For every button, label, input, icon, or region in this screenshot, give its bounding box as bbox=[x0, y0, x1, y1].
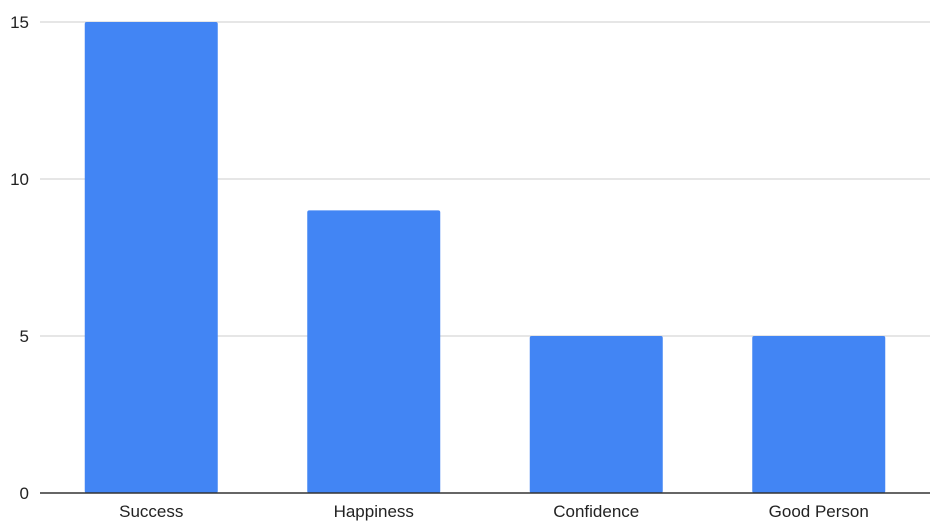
bar-good-person bbox=[752, 336, 886, 493]
bar-success bbox=[84, 22, 218, 493]
y-tick-label: 15 bbox=[10, 13, 29, 32]
y-tick-label: 10 bbox=[10, 170, 29, 189]
y-tick-label: 5 bbox=[20, 327, 29, 346]
bars bbox=[84, 22, 886, 493]
x-tick-label: Good Person bbox=[769, 502, 869, 521]
y-tick-label: 0 bbox=[20, 484, 29, 503]
x-axis-tick-labels: Success Happiness Confidence Good Person bbox=[119, 502, 869, 521]
bar-happiness bbox=[307, 210, 441, 493]
y-axis-tick-labels: 0 5 10 15 bbox=[10, 13, 29, 503]
x-tick-label: Success bbox=[119, 502, 183, 521]
bar-confidence bbox=[529, 336, 663, 493]
x-tick-label: Confidence bbox=[553, 502, 639, 521]
x-tick-label: Happiness bbox=[334, 502, 414, 521]
